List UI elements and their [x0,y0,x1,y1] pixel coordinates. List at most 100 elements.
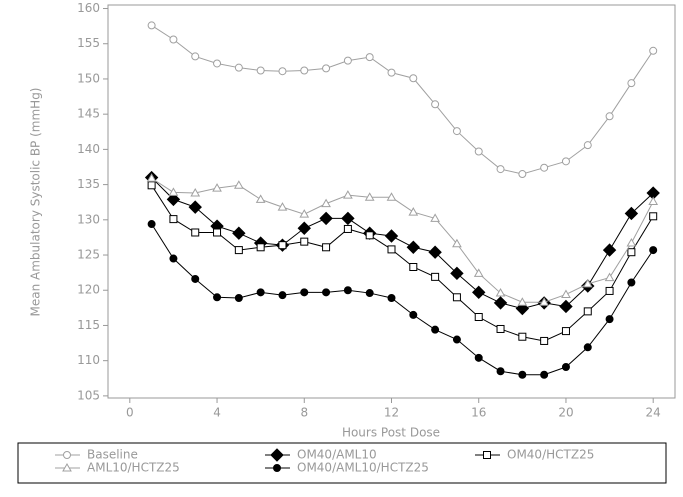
point [559,299,573,314]
point [147,220,156,229]
point [256,66,265,75]
point [602,243,617,257]
point [213,228,222,237]
point [147,21,156,30]
point [561,327,570,336]
point [299,209,310,218]
point [452,293,461,302]
point [474,313,483,322]
point [277,202,288,211]
point [496,165,505,174]
point [321,198,331,208]
point [278,67,287,76]
point [472,285,486,300]
point [493,296,508,310]
point [450,266,464,281]
point [474,147,483,156]
series-line [151,177,654,303]
legend-box [17,442,667,484]
point [431,272,440,281]
x-tick-label: 8 [300,406,308,420]
point [364,192,375,201]
point [604,272,615,282]
point [365,53,374,62]
point [474,353,483,362]
x-tick-label: 16 [471,406,486,420]
series-line [151,25,654,175]
point [473,268,484,277]
point [539,297,550,306]
point [365,289,374,298]
point [496,324,505,333]
point [561,157,570,166]
plot-frame [107,4,676,399]
point [406,240,421,254]
point [518,370,527,379]
point [605,286,614,295]
point [343,286,352,295]
point [300,237,309,246]
x-tick-label: 24 [646,406,661,420]
y-tick-label: 110 [77,353,100,367]
point [212,183,222,192]
point [343,56,352,65]
point [384,229,399,243]
point [63,451,71,459]
point [540,163,549,172]
point [234,246,243,255]
point [648,196,659,205]
series-line [151,185,654,342]
point [387,245,396,254]
point [561,289,571,298]
point [540,336,549,345]
point [483,451,491,459]
point [297,221,311,235]
point [386,192,397,201]
x-tick-label: 12 [384,406,399,420]
point [583,141,592,150]
point [278,241,287,250]
point [518,332,527,341]
y-tick-label: 130 [77,212,100,226]
point [649,246,658,255]
point [169,215,178,224]
point [319,211,333,226]
point [322,64,331,73]
point [428,245,442,259]
point [627,79,636,88]
point [169,35,178,44]
point [169,254,178,263]
point [561,363,570,372]
y-tick-label: 125 [77,248,100,262]
point [627,278,636,287]
point [256,288,265,297]
point [147,181,156,190]
legend-label: AML10/HCTZ25 [87,461,180,475]
point [430,213,440,222]
point [168,187,179,196]
point [495,288,506,297]
point [300,288,309,297]
point [409,310,418,319]
point [188,200,202,214]
legend-label: OM40/AML10/HCTZ25 [297,461,429,475]
point [431,100,440,109]
point [234,293,243,302]
legend-label: OM40/HCTZ25 [507,448,594,462]
point [626,238,637,247]
point [627,248,636,257]
y-tick-label: 115 [77,318,100,332]
point [322,288,331,297]
point [409,263,418,271]
point [191,274,200,283]
x-tick-label: 20 [558,406,573,420]
point [300,66,309,75]
point [496,367,505,376]
y-tick-label: 150 [77,71,100,85]
point [605,315,614,324]
point [605,112,614,121]
point [649,212,658,221]
point [431,325,440,334]
x-tick-label: 4 [213,406,221,420]
